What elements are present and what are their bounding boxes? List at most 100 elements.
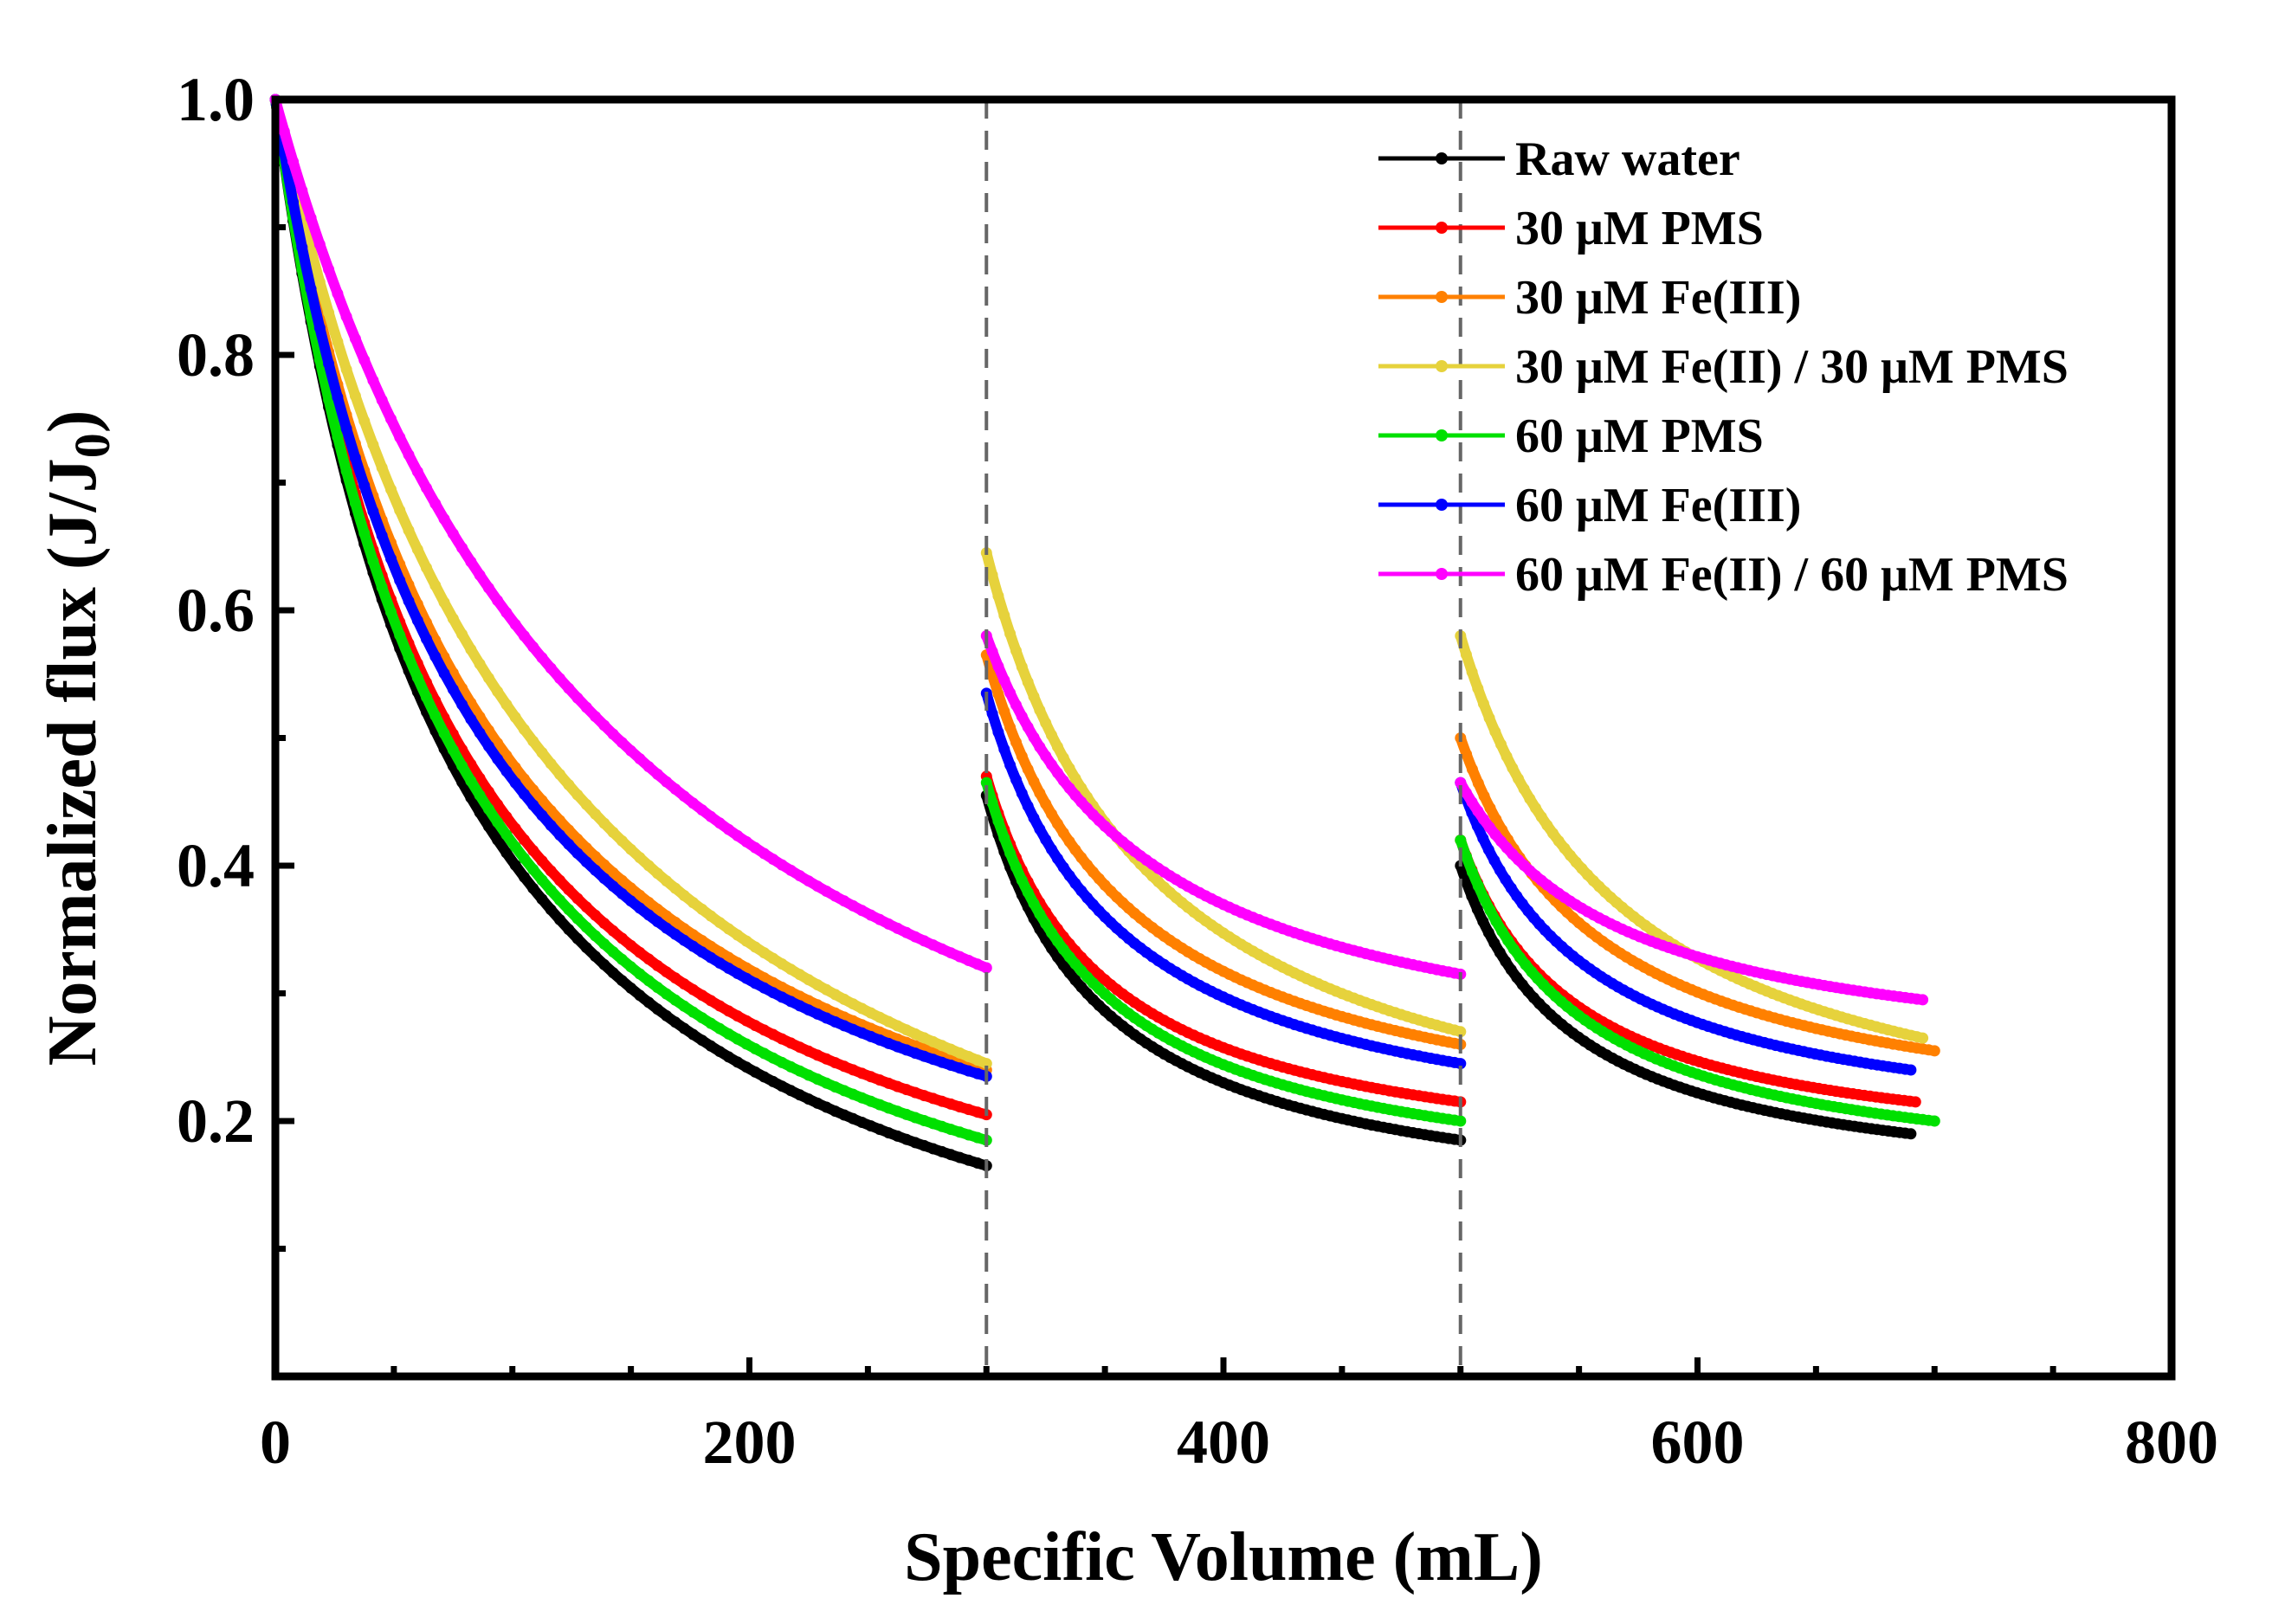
series-3-point (571, 833, 584, 845)
series-5-point (1010, 861, 1022, 873)
series-2-point (829, 1057, 842, 1069)
series-1-point (963, 1154, 975, 1166)
series-6-point (456, 699, 468, 711)
series-5-point (607, 946, 619, 957)
series-4-point (1034, 704, 1046, 716)
series-2-point (509, 822, 521, 835)
series-4-point (358, 415, 371, 427)
series-2-point (865, 1071, 877, 1083)
series-2-point (874, 1074, 886, 1086)
series-5-point (1461, 851, 1473, 863)
series-5-point (447, 744, 459, 756)
series-2-point (696, 989, 708, 1002)
series-4-point (482, 672, 494, 684)
series-4-point (723, 923, 734, 935)
series-6-point (723, 963, 734, 974)
series-6-point (1063, 870, 1075, 881)
series-6-point (1016, 788, 1028, 799)
series-1-point (634, 989, 646, 1002)
series-4-point (740, 935, 752, 947)
series-5-point (936, 1120, 948, 1132)
series-4-point (625, 843, 637, 855)
series-7-point (642, 761, 655, 773)
series-1-point (829, 1105, 842, 1118)
series-1-point (1471, 904, 1483, 915)
series-3-point (687, 929, 699, 941)
series-5-point (803, 1069, 815, 1081)
series-2-point (492, 798, 504, 810)
series-3-point (598, 859, 610, 871)
series-1-point (847, 1112, 859, 1125)
series-6-point (571, 847, 584, 860)
series-6-point (482, 740, 494, 752)
series-3-point (1466, 764, 1478, 776)
series-1-point (758, 1071, 771, 1083)
series-6-point (811, 1008, 823, 1020)
series-4-point (580, 798, 592, 810)
series-7-point (1016, 711, 1028, 723)
series-4-point (563, 779, 575, 790)
series-4-point (332, 336, 344, 348)
series-1-point (580, 942, 592, 954)
y-axis-title-subscript: 0 (64, 433, 120, 458)
legend-item: Raw water (1378, 132, 1740, 186)
series-7-point (1004, 687, 1017, 699)
series-3-point (1057, 827, 1069, 839)
series-layer (269, 93, 1940, 1172)
series-6-point (1034, 823, 1046, 835)
series-4-point (1483, 712, 1495, 724)
series-5-point (1502, 934, 1514, 946)
series-5-point (616, 953, 628, 965)
plot-frame (271, 95, 2176, 1381)
series-4-point (456, 628, 468, 641)
series-2-point (616, 932, 628, 944)
series-4-point (1477, 698, 1489, 710)
series-4-point (776, 958, 788, 970)
series-5-point (429, 710, 442, 722)
series-4-point (838, 993, 850, 1005)
series-7-point (492, 595, 504, 607)
series-4-point (1040, 717, 1052, 729)
series-5-point (1472, 880, 1484, 892)
series-5-point (882, 1102, 894, 1114)
series-7-point (367, 375, 379, 386)
series-1-point (482, 821, 494, 833)
series-7-point (607, 728, 619, 740)
series-4-point (438, 596, 450, 609)
series-7-point (954, 951, 965, 963)
series-2-point (954, 1101, 965, 1113)
series-6-point (429, 651, 442, 662)
series-3-point (1040, 798, 1052, 810)
y-tick-label: 0.6 (177, 576, 255, 645)
series-4-point (1541, 819, 1553, 831)
series-3-point (723, 951, 734, 963)
series-3-point (580, 842, 592, 854)
series-6-point (500, 765, 513, 777)
series-2-point (554, 874, 565, 886)
series-5-point (784, 1060, 797, 1073)
series-6-point (642, 909, 655, 921)
series-7-point (1455, 777, 1467, 789)
series-6-point (509, 777, 521, 789)
series-7-point (403, 448, 415, 461)
series-3-segment-3-line (1455, 732, 1940, 1056)
series-4-point (705, 910, 717, 922)
series-6-segment-3-line (1455, 777, 1916, 1075)
series-5-point (527, 863, 539, 875)
series-6-point (447, 683, 459, 695)
series-5-point (509, 841, 521, 853)
series-6-point (892, 1041, 904, 1053)
series-4-point (1472, 682, 1484, 694)
series-5-point (992, 815, 1004, 827)
series-5-point (563, 904, 575, 916)
series-6-point (865, 1030, 877, 1042)
series-1-point (803, 1093, 815, 1105)
series-4-point (1051, 741, 1063, 753)
series-1-point (651, 1003, 663, 1015)
series-4-point (687, 897, 699, 909)
series-5-point (1004, 847, 1017, 860)
series-4-point (821, 983, 832, 996)
series-6-point (313, 322, 326, 334)
series-7-point (340, 311, 352, 323)
series-4-point (571, 789, 584, 801)
